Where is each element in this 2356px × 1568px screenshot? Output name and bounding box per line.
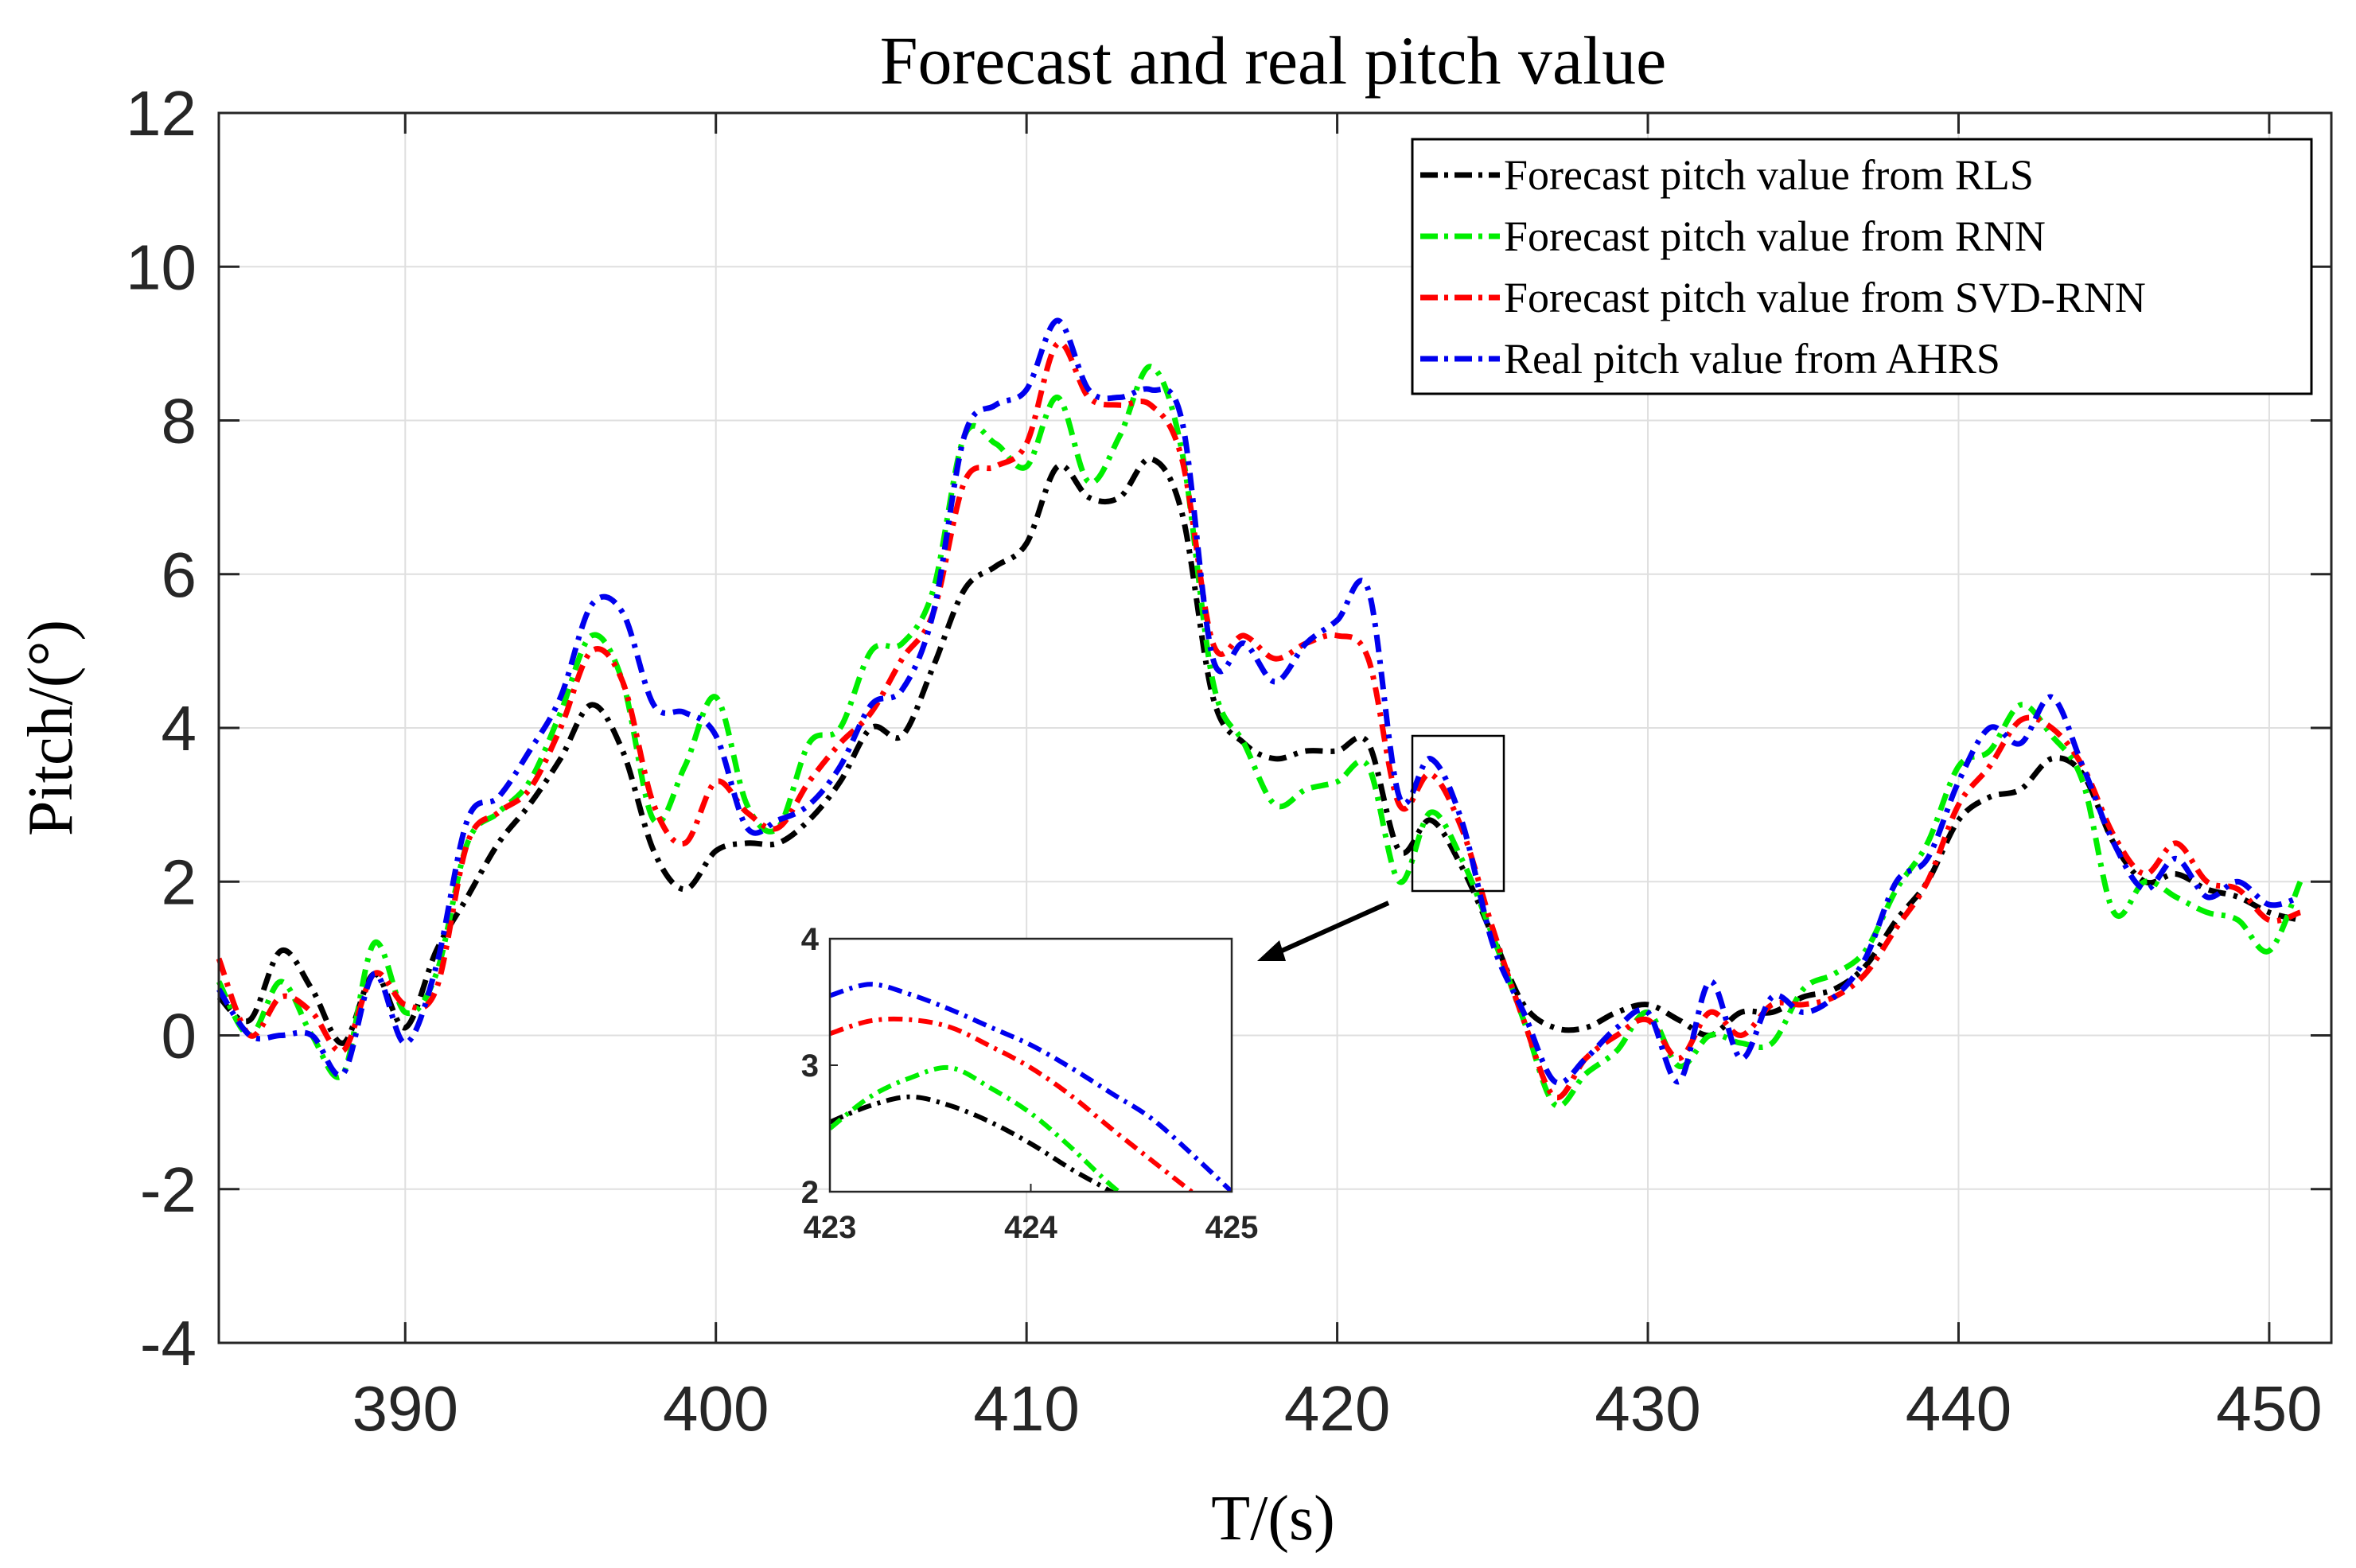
x-tick-label: 450 <box>2216 1373 2322 1444</box>
inset-y-tick-label: 3 <box>801 1049 819 1084</box>
inset-line-forecast-pitch-value-from-rnn <box>830 1064 1123 1192</box>
series-lines <box>216 317 2303 1109</box>
chart-title: Forecast and real pitch value <box>880 22 1667 99</box>
legend-label: Real pitch value from AHRS <box>1504 335 2000 383</box>
x-tick-label: 410 <box>973 1373 1079 1444</box>
x-tick-label: 420 <box>1284 1373 1390 1444</box>
y-axis-label: Pitch/(°) <box>16 620 86 836</box>
zoom-region-box <box>1411 734 1505 893</box>
y-tick-label: 10 <box>126 232 197 302</box>
inset-series-lines <box>830 982 1232 1192</box>
y-tick-label: 4 <box>162 693 197 764</box>
zoom-arrow-head <box>1257 940 1286 961</box>
legend-entry-forecast-pitch-value-from-rls: Forecast pitch value from RLS <box>1420 151 2034 199</box>
legend-label: Forecast pitch value from SVD-RNN <box>1504 274 2146 321</box>
plot-frame <box>217 111 2333 1344</box>
inset-zoom-plot: 423 424 425 2 3 4 <box>801 922 1259 1245</box>
inset-x-tick-label: 425 <box>1205 1210 1259 1245</box>
legend-label: Forecast pitch value from RLS <box>1504 151 2034 199</box>
x-tick-label: 400 <box>663 1373 769 1444</box>
inset-line-real-pitch-value-from-ahrs <box>830 982 1232 1192</box>
legend-entry-forecast-pitch-value-from-rnn: Forecast pitch value from RNN <box>1420 212 2046 260</box>
legend-entry-forecast-pitch-value-from-svd-rnn: Forecast pitch value from SVD-RNN <box>1420 274 2146 321</box>
y-tick-label: -2 <box>140 1154 197 1225</box>
legend-box <box>1411 138 2313 395</box>
inset-line-forecast-pitch-value-from-rls <box>830 1094 1116 1192</box>
y-tick-label: 8 <box>162 386 197 457</box>
zoom-arrow-line <box>1271 901 1390 957</box>
x-tick-label: 440 <box>1906 1373 2011 1444</box>
y-tick-label: 6 <box>162 539 197 610</box>
y-tick-label: 2 <box>162 846 197 917</box>
inset-y-ticks: 2 3 4 <box>801 922 838 1210</box>
y-tick-label: -4 <box>140 1308 197 1379</box>
series-line-forecast-pitch-value-from-svd-rnn <box>216 340 2302 1101</box>
x-axis-label: T/(s) <box>1211 1484 1335 1554</box>
inset-line-forecast-pitch-value-from-svd-rnn <box>830 1016 1196 1192</box>
y-axis-ticks: -4 -2 0 2 4 6 8 10 12 <box>126 78 2331 1379</box>
inset-y-tick-label: 4 <box>801 922 820 957</box>
legend-label: Forecast pitch value from RNN <box>1504 212 2046 260</box>
x-axis-ticks: 390 400 410 420 430 440 450 <box>352 113 2323 1444</box>
inset-x-tick-label: 424 <box>1004 1210 1057 1245</box>
legend-entry-real-pitch-value-from-ahrs: Real pitch value from AHRS <box>1420 335 2000 383</box>
y-tick-label: 12 <box>126 78 197 149</box>
series-line-forecast-pitch-value-from-rls <box>216 456 2301 1046</box>
y-tick-label: 0 <box>162 1001 197 1072</box>
series-line-real-pitch-value-from-ahrs <box>216 317 2302 1086</box>
inset-x-ticks: 423 424 425 <box>804 1184 1259 1245</box>
x-tick-label: 390 <box>352 1373 458 1444</box>
inset-x-tick-label: 423 <box>804 1210 857 1245</box>
x-tick-label: 430 <box>1595 1373 1700 1444</box>
inset-y-tick-label: 2 <box>801 1175 819 1210</box>
legend: Forecast pitch value from RLS Forecast pi… <box>1411 138 2313 395</box>
